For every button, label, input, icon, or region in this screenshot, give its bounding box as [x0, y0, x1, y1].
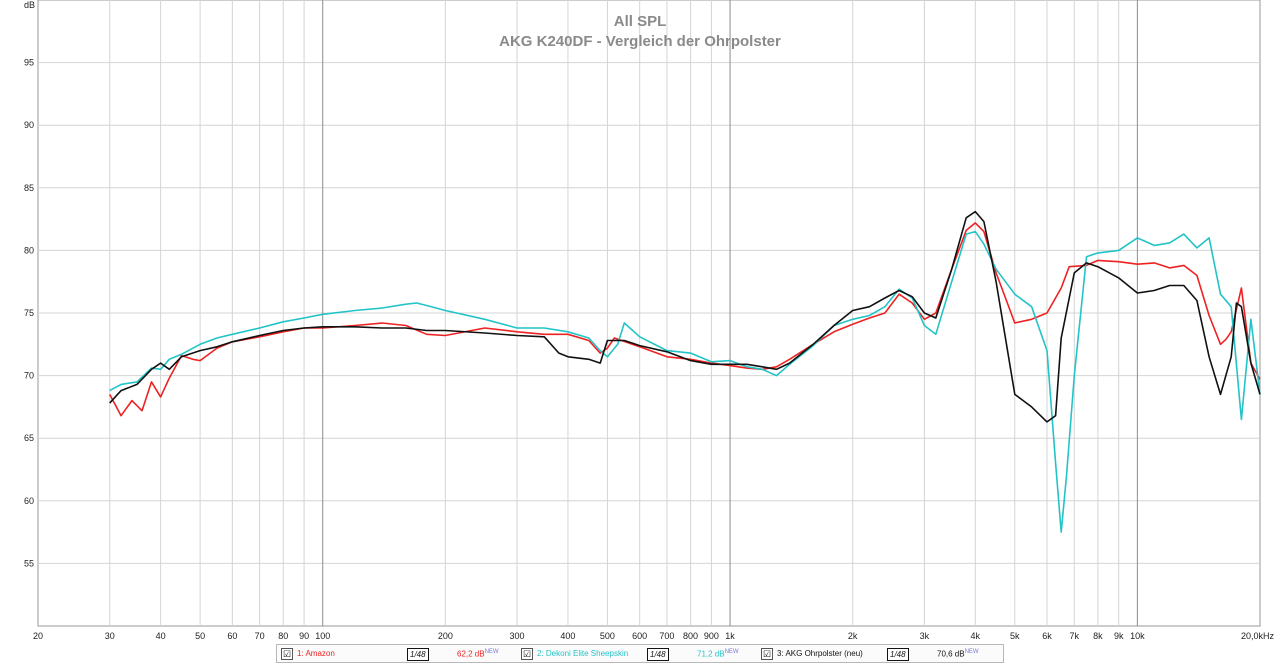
x-tick-label: 60: [227, 631, 237, 641]
x-tick-label: 900: [704, 631, 719, 641]
y-tick-label: 55: [24, 558, 34, 568]
x-tick-label: 20: [33, 631, 43, 641]
series-2-smoothing[interactable]: 1/48: [647, 648, 669, 661]
chart-subtitle: AKG K240DF - Vergleich der Ohrpolster: [499, 33, 781, 50]
series-2-checkbox[interactable]: ☑: [521, 648, 533, 660]
y-axis-label: dB: [24, 0, 35, 10]
legend-bar: ☑ 1: Amazon 1/48 62,2 dBNEW ☑ 2: Dekoni …: [276, 644, 1004, 663]
series-3-smoothing[interactable]: 1/48: [887, 648, 909, 661]
x-tick-label: 4k: [971, 631, 981, 641]
series-3-checkbox[interactable]: ☑: [761, 648, 773, 660]
series-line-2: [109, 230, 1261, 533]
x-tick-label: 70: [255, 631, 265, 641]
y-tick-label: 70: [24, 371, 34, 381]
x-tick-labels: 20 30 40 50 60 70 80 90 100 200 300 400 500 600 700 800…: [33, 631, 1274, 641]
series-1-smoothing[interactable]: 1/48: [407, 648, 429, 661]
y-tick-label: 95: [24, 58, 34, 68]
series-line-3: [109, 210, 1261, 423]
x-tick-label: 9k: [1114, 631, 1124, 641]
grid-layer: [38, 0, 1260, 626]
y-tick-labels: 95 90 85 80 75 70 65 60 55: [24, 58, 34, 569]
x-tick-label: 8k: [1093, 631, 1103, 641]
y-tick-label: 75: [24, 308, 34, 318]
x-tick-label: 500: [600, 631, 615, 641]
x-tick-label: 600: [632, 631, 647, 641]
x-tick-label: 100: [315, 631, 330, 641]
x-tick-label: 7k: [1070, 631, 1080, 641]
series-layer: [108, 210, 1261, 533]
x-tick-label: 10k: [1130, 631, 1145, 641]
x-tick-label: 80: [278, 631, 288, 641]
x-tick-label: 5k: [1010, 631, 1020, 641]
x-tick-label: 40: [156, 631, 166, 641]
series-1-checkbox[interactable]: ☑: [281, 648, 293, 660]
x-tick-label: 800: [683, 631, 698, 641]
x-tick-label: 90: [299, 631, 309, 641]
y-tick-label: 85: [24, 183, 34, 193]
series-1-value: 62,2 dBNEW: [457, 649, 499, 659]
y-tick-label: 90: [24, 120, 34, 130]
x-tick-label: 3k: [920, 631, 930, 641]
chart-title: All SPL: [614, 13, 667, 30]
y-tick-label: 65: [24, 433, 34, 443]
x-tick-label: 200: [438, 631, 453, 641]
x-tick-label: 50: [195, 631, 205, 641]
x-tick-label: 6k: [1042, 631, 1052, 641]
x-tick-label: 400: [560, 631, 575, 641]
x-tick-label: 700: [659, 631, 674, 641]
x-tick-label: 2k: [848, 631, 858, 641]
x-tick-label: 30: [105, 631, 115, 641]
x-tick-label: 20,0kHz: [1241, 631, 1275, 641]
x-tick-label: 1k: [725, 631, 735, 641]
series-3-value: 70,6 dBNEW: [937, 649, 979, 659]
x-tick-label: 300: [510, 631, 525, 641]
y-tick-label: 80: [24, 245, 34, 255]
series-2-name: 2: Dekoni Elite Sheepskin: [537, 649, 629, 658]
series-1-name: 1: Amazon: [297, 649, 335, 658]
series-3-name: 3: AKG Ohrpolster (neu): [777, 649, 863, 658]
y-tick-label: 60: [24, 496, 34, 506]
series-2-value: 71,2 dBNEW: [697, 649, 739, 659]
